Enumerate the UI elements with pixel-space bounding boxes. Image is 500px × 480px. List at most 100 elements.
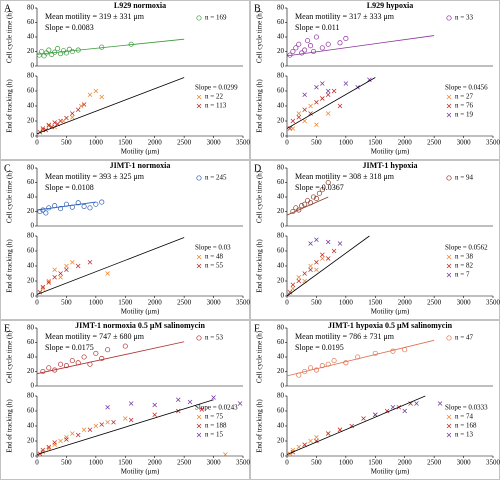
- panel-title: L929 normoxia: [114, 1, 166, 10]
- point: [46, 123, 52, 128]
- annotation: Slope = 0.011: [295, 23, 339, 32]
- x-tick-label: 500: [311, 459, 322, 467]
- legend-marker: [196, 175, 202, 181]
- y-tick-label: 80: [277, 324, 285, 332]
- legend-marker: [446, 335, 452, 341]
- y-axis-label: End of tracking (h): [256, 399, 264, 453]
- panel-letter: D: [254, 163, 261, 174]
- legend-label: n = 22: [205, 93, 223, 101]
- y-tick-label: 20: [27, 117, 35, 125]
- y-tick-label: 0: [281, 292, 285, 300]
- point: [46, 446, 52, 451]
- x-tick-label: 0: [285, 139, 289, 147]
- point: [58, 271, 63, 276]
- annotation: Mean motility = 393 ± 325 μm: [45, 172, 145, 181]
- point: [40, 286, 46, 291]
- point: [314, 237, 319, 242]
- y-axis-label: Cell cycle time (h): [256, 330, 264, 383]
- x-tick-label: 2000: [398, 459, 413, 467]
- y-tick-label: 0: [31, 132, 35, 140]
- fit-line: [286, 395, 426, 455]
- point: [390, 405, 396, 410]
- y-axis-label: End of tracking (h): [256, 79, 264, 133]
- point: [287, 290, 293, 295]
- y-tick-label: 20: [27, 207, 35, 215]
- annotation: Slope = 0.0243: [195, 404, 238, 412]
- annotation: Slope = 0.0083: [45, 23, 94, 32]
- x-tick-label: 3000: [457, 299, 472, 307]
- y-tick-label: 20: [27, 367, 35, 375]
- annotation: Slope = 0.03: [195, 244, 231, 252]
- x-tick-label: 1000: [339, 459, 354, 467]
- panel-letter: C: [4, 163, 11, 174]
- point: [122, 343, 128, 349]
- legend-marker: [196, 254, 202, 260]
- point: [57, 206, 64, 212]
- point: [111, 420, 116, 425]
- point: [40, 368, 46, 375]
- x-tick-label: 1000: [89, 299, 104, 307]
- point: [70, 431, 75, 436]
- y-axis-label: Cell cycle time (h): [256, 170, 264, 223]
- legend-marker: [446, 423, 452, 429]
- y-tick-label: 40: [277, 193, 285, 201]
- y-tick-label: 40: [277, 353, 285, 361]
- legend-marker: [196, 414, 202, 420]
- point: [58, 275, 63, 280]
- y-tick-label: 40: [277, 102, 285, 110]
- y-tick-label: 80: [27, 72, 35, 80]
- point: [290, 48, 296, 55]
- point: [361, 416, 366, 421]
- legend-label: n = 74: [455, 413, 473, 421]
- x-tick-label: 2000: [148, 459, 163, 467]
- legend-label: n = 75: [205, 413, 223, 421]
- y-tick-label: 20: [277, 437, 285, 445]
- y-tick-label: 60: [27, 407, 35, 415]
- point: [299, 203, 305, 209]
- y-axis-label: Cell cycle time (h): [6, 10, 14, 63]
- point: [331, 248, 337, 254]
- legend-label: n = 13: [455, 431, 473, 439]
- point: [337, 427, 343, 432]
- point: [367, 77, 372, 82]
- point: [40, 284, 46, 290]
- x-tick-label: 1500: [368, 299, 383, 307]
- point: [57, 361, 64, 367]
- x-axis-label: Motility (μm): [121, 308, 160, 316]
- y-tick-label: 0: [281, 62, 285, 70]
- legend-marker: [196, 263, 202, 269]
- point: [40, 447, 46, 453]
- legend-marker: [446, 272, 452, 278]
- y-tick-label: 20: [27, 277, 35, 285]
- x-tick-label: 0: [35, 139, 39, 147]
- panel-letter: F: [254, 323, 260, 334]
- legend-label: n = 168: [455, 422, 477, 430]
- y-tick-label: 60: [277, 18, 285, 26]
- point: [373, 412, 378, 417]
- point: [337, 40, 343, 46]
- point: [414, 401, 419, 406]
- point: [75, 263, 81, 269]
- point: [52, 440, 57, 445]
- panel-letter: E: [4, 323, 10, 334]
- point: [70, 111, 75, 116]
- y-axis-label: Cell cycle time (h): [6, 170, 14, 223]
- point: [319, 187, 325, 193]
- annotation: Slope = 0.0562: [445, 244, 488, 252]
- y-tick-label: 60: [27, 87, 35, 95]
- point: [325, 239, 331, 245]
- x-tick-label: 3500: [486, 139, 500, 147]
- point: [408, 401, 413, 406]
- annotation: Mean motility = 317 ± 333 μm: [295, 12, 395, 21]
- y-tick-label: 40: [27, 33, 35, 41]
- y-tick-label: 20: [277, 207, 285, 215]
- point: [296, 41, 302, 47]
- point: [325, 431, 331, 436]
- y-axis-label: End of tracking (h): [6, 239, 14, 293]
- legend-marker: [196, 432, 202, 438]
- point: [314, 122, 319, 127]
- point: [313, 195, 319, 202]
- point: [70, 115, 75, 120]
- point: [199, 407, 205, 412]
